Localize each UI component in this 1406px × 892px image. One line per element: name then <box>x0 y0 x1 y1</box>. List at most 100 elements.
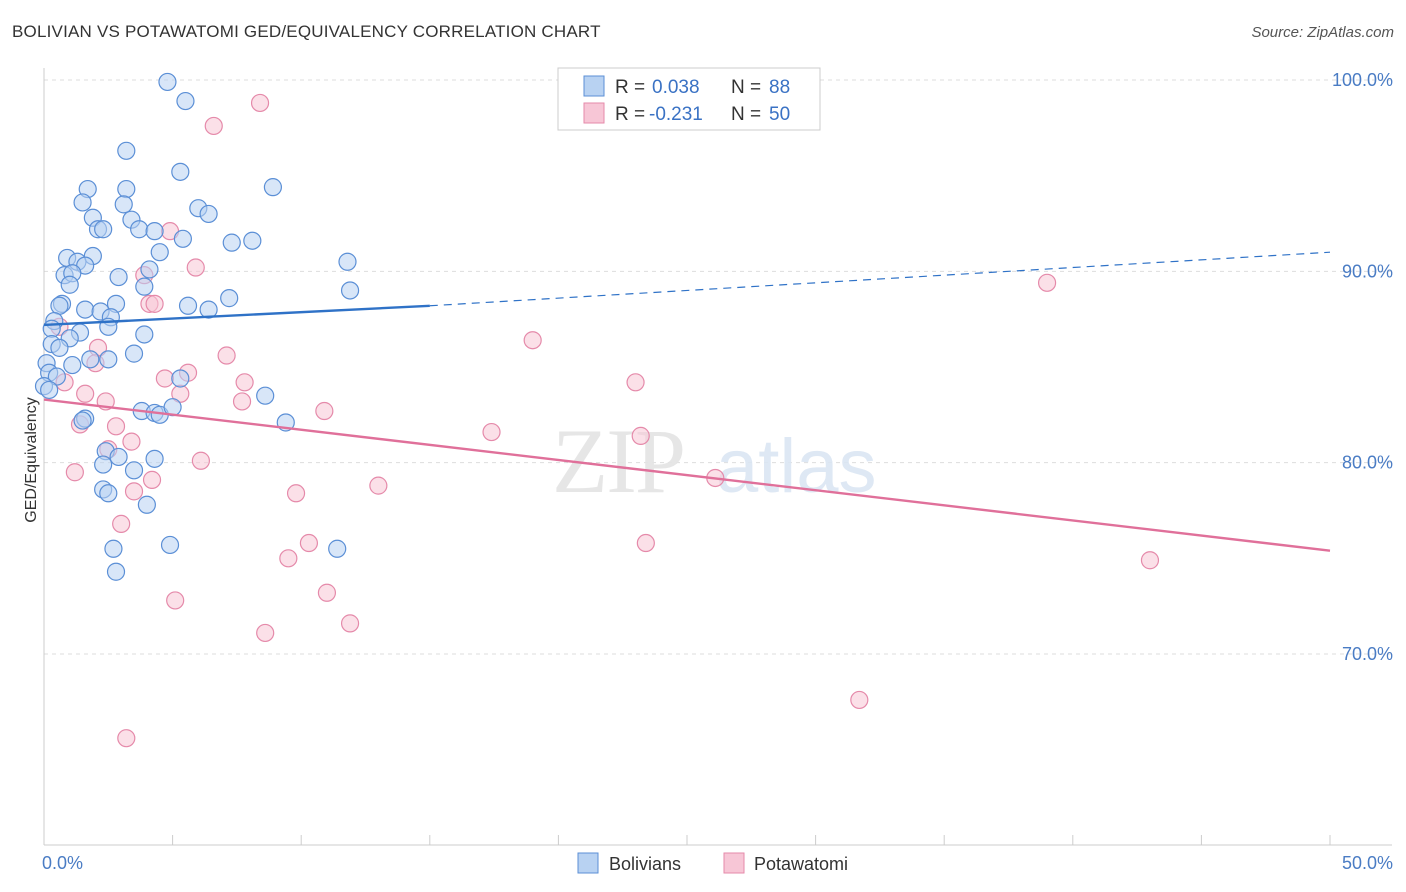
potawatomi-point-37 <box>299 533 319 553</box>
chart-source: Source: ZipAtlas.com <box>1251 24 1394 41</box>
y-tick-label-70: 70.0% <box>1342 644 1393 664</box>
potawatomi-point-39 <box>279 549 298 568</box>
bolivian-point-30 <box>60 275 79 294</box>
potawatomi-point-36 <box>112 514 131 533</box>
potawatomi-point-45 <box>850 690 869 710</box>
bolivian-point-76 <box>104 539 123 558</box>
bolivian-point-49 <box>50 338 69 357</box>
potawatomi-point-4 <box>1037 273 1057 292</box>
bolivian-point-17 <box>173 229 192 248</box>
y-tick-labels: 70.0% 80.0% 90.0% 100.0% <box>1332 70 1393 664</box>
bolivian-point-74 <box>99 484 118 503</box>
legend-n-value-2: 50 <box>769 104 790 125</box>
potawatomi-point-40 <box>1140 551 1160 570</box>
bottom-legend-swatch-bolivians <box>577 852 599 874</box>
potawatomi-point-1 <box>204 116 223 136</box>
trend-lines <box>43 251 1331 552</box>
bolivian-point-26 <box>140 260 159 279</box>
bolivian-point-10 <box>199 204 218 224</box>
bolivians-trend-line <box>43 304 430 327</box>
bolivian-point-79 <box>106 562 126 581</box>
potawatomi-point-3 <box>186 258 205 277</box>
legend-r-label-2: R = <box>615 104 645 125</box>
potawatomi-point-24 <box>106 417 126 436</box>
bolivian-point-46 <box>135 325 154 344</box>
potawatomi-point-22 <box>315 401 334 421</box>
potawatomi-point-43 <box>340 614 360 633</box>
y-tick-label-80: 80.0% <box>1342 453 1393 473</box>
bolivian-point-72 <box>124 461 144 480</box>
potawatomi-point-26 <box>631 426 650 445</box>
bolivian-point-20 <box>150 243 169 262</box>
potawatomi-point-25 <box>482 422 501 442</box>
y-axis-label: GED/Equivalency <box>23 397 40 522</box>
x-tick-label-max: 50.0% <box>1342 853 1393 873</box>
potawatomi-point-46 <box>117 729 136 748</box>
legend-r-value-1: 0.038 <box>652 77 700 98</box>
bolivian-point-66 <box>73 411 92 430</box>
bottom-legend-swatch-potawatomi <box>723 852 745 874</box>
bolivian-point-55 <box>47 367 66 386</box>
bolivian-point-70 <box>145 449 164 468</box>
bolivian-point-57 <box>171 369 190 388</box>
potawatomi-point-30 <box>65 463 84 482</box>
potawatomi-point-15 <box>235 373 254 392</box>
x-tick-label-min: 0.0% <box>42 853 83 873</box>
potawatomi-point-21 <box>232 392 252 411</box>
potawatomi-point-27 <box>122 432 141 451</box>
bolivian-point-78 <box>328 539 347 558</box>
potawatomi-point-10 <box>217 346 236 365</box>
legend-n-value-1: 88 <box>769 77 790 98</box>
bolivian-point-3 <box>171 162 190 181</box>
potawatomi-point-9 <box>523 331 542 350</box>
bolivian-point-8 <box>114 195 133 214</box>
potawatomi-point-16 <box>626 373 645 392</box>
gridlines <box>44 79 1392 655</box>
potawatomi-point-41 <box>317 583 337 602</box>
legend-r-label-1: R = <box>615 77 645 98</box>
chart-title: BOLIVIAN VS POTAWATOMI GED/EQUIVALENCY C… <box>12 22 601 41</box>
potawatomi-point-42 <box>166 591 185 610</box>
bolivian-point-75 <box>137 495 156 514</box>
bolivian-point-0 <box>158 72 177 92</box>
bolivian-point-39 <box>199 300 218 319</box>
potawatomi-point-31 <box>142 470 162 489</box>
potawatomi-point-35 <box>286 484 306 503</box>
legend-swatch-potawatomi <box>583 102 605 124</box>
potawatomi-point-34 <box>124 482 144 501</box>
bolivian-point-60 <box>256 386 275 405</box>
potawatomi-point-44 <box>256 623 275 643</box>
watermark-atlas: atlas <box>716 424 877 509</box>
bolivian-point-7 <box>73 193 92 212</box>
potawatomi-point-38 <box>636 533 655 553</box>
bolivian-point-52 <box>81 350 100 369</box>
bolivians-points <box>34 72 360 581</box>
bolivian-point-69 <box>109 447 128 467</box>
y-tick-label-100: 100.0% <box>1332 70 1393 90</box>
bolivian-point-16 <box>145 222 164 241</box>
potawatomi-point-29 <box>191 451 210 470</box>
bolivian-point-38 <box>178 296 198 315</box>
bolivian-point-6 <box>263 178 283 197</box>
bolivian-point-29 <box>109 267 128 287</box>
bolivian-point-36 <box>76 300 95 319</box>
bolivian-point-53 <box>99 350 118 369</box>
bolivian-point-5 <box>117 179 136 199</box>
bolivian-point-25 <box>338 252 357 271</box>
bolivian-point-1 <box>176 91 195 111</box>
x-axis-ticks <box>43 835 1331 845</box>
stats-legend: R = 0.038 N = 88 R = -0.231 N = 50 <box>557 67 821 131</box>
series-legend: Bolivians Potawatomi <box>577 852 848 874</box>
potawatomi-point-18 <box>76 384 95 403</box>
bolivian-point-71 <box>94 455 113 474</box>
bolivian-point-59 <box>40 380 59 400</box>
bolivian-point-18 <box>222 233 241 252</box>
bottom-legend-bolivians: Bolivians <box>609 854 681 874</box>
potawatomi-point-33 <box>369 476 388 495</box>
watermark: ZIP atlas <box>552 410 877 512</box>
potawatomi-point-7 <box>145 294 164 313</box>
y-tick-label-90: 90.0% <box>1342 261 1393 281</box>
bolivians-trend-extension <box>429 251 1331 307</box>
bolivian-point-77 <box>160 535 180 555</box>
bolivian-point-50 <box>124 344 144 363</box>
